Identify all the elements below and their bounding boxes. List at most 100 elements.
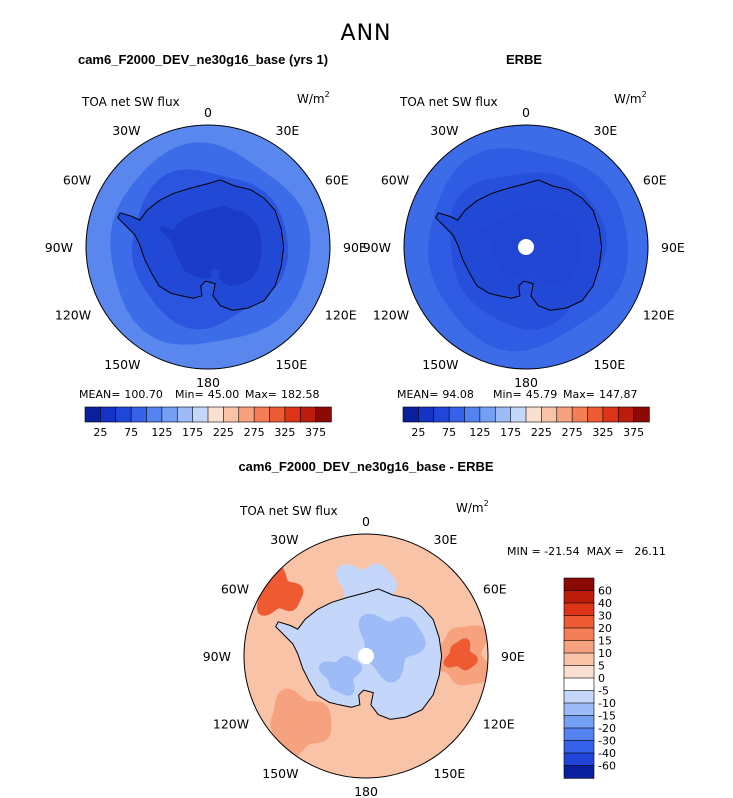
lon-label-4: 120E	[483, 717, 515, 732]
colorbar-swatch-1	[418, 406, 435, 423]
colorbar-swatch-12	[269, 406, 286, 423]
lon-label-6: 180	[196, 375, 220, 390]
coastline	[435, 179, 603, 311]
lon-label-8: 120W	[55, 308, 91, 323]
colorbar-swatch-0	[563, 577, 595, 592]
colorbar-swatch-6	[494, 406, 512, 423]
stat-label: Min=	[175, 388, 204, 401]
colorbar-tick-8: -5	[598, 685, 609, 698]
colorbar-swatch-0	[84, 406, 102, 423]
lon-label-2: 60E	[483, 582, 507, 597]
colorbar-swatch-10	[556, 406, 573, 423]
lon-label-11: 30W	[270, 532, 298, 547]
polar-map	[403, 124, 649, 370]
stat-1: Min= 45.79	[493, 388, 557, 401]
pole-hole	[358, 648, 374, 664]
stat-label: MEAN=	[397, 388, 438, 401]
colorbar-swatch-11	[571, 406, 589, 423]
panel-title: cam6_F2000_DEV_ne30g16_base - ERBE	[238, 459, 493, 474]
stat-label: Max=	[245, 388, 277, 401]
lon-label-4: 120E	[643, 308, 675, 323]
minmax-text: MIN = -21.54 MAX = 26.11	[507, 545, 666, 558]
pole-hole	[518, 239, 534, 255]
colorbar-tick-3: 175	[182, 426, 203, 439]
stat-0: MEAN= 100.70	[79, 388, 163, 401]
colorbar-tick-6: 325	[274, 426, 295, 439]
colorbar-swatch-2	[563, 602, 595, 617]
colorbar-tick-5: 275	[562, 426, 583, 439]
longitude-labels: 0 30E 60E 90E 120E 150E 180 150W 120W 90W 60W 30W	[45, 105, 367, 390]
longitude-labels: 0 30E 60E 90E 120E 150E 180 150W 120W 90W 60W 30W	[363, 105, 685, 390]
lon-label-5: 150E	[434, 766, 466, 781]
colorbar-swatch-5	[161, 406, 178, 423]
stats-line: MEAN= 94.08 Min= 45.79 Max= 147.87	[397, 388, 637, 401]
colorbar-swatch-7	[563, 665, 595, 679]
stat-2: Max= 147.87	[563, 388, 637, 401]
longitude-labels: 0 30E 60E 90E 120E 150E 180 150W 120W 90W 60W 30W	[203, 514, 525, 798]
colorbar-tick-6: 325	[592, 426, 613, 439]
cold-patch	[358, 613, 426, 683]
colorbar-tick-4: 225	[531, 426, 552, 439]
colorbar-swatch-3	[448, 406, 466, 423]
lon-label-6: 180	[514, 375, 538, 390]
coastline	[275, 588, 443, 720]
colorbar-tick-7: 0	[598, 672, 605, 685]
colorbar-tick-0: 60	[598, 585, 612, 598]
colorbar-swatch-4	[464, 406, 481, 423]
colorbar: 25 75 125 175 225 275 325 375	[402, 406, 650, 439]
lon-label-5: 150E	[276, 357, 308, 372]
lon-label-3: 90E	[661, 240, 685, 255]
lon-label-3: 90E	[501, 649, 525, 664]
lon-label-2: 60E	[643, 173, 667, 188]
stat-2: Max= 182.58	[245, 388, 319, 401]
colorbar-swatch-13	[602, 406, 619, 423]
colorbar-swatch-14	[299, 406, 317, 423]
colorbar-swatch-10	[563, 702, 595, 717]
colorbar-tick-9: -10	[598, 697, 616, 710]
colorbar-tick-4: 15	[598, 635, 612, 648]
colorbar-swatch-2	[115, 406, 132, 423]
lon-label-3: 90E	[343, 240, 367, 255]
colorbar-swatch-6	[176, 406, 194, 423]
cold-patch-2	[318, 656, 363, 696]
field-fill	[86, 125, 330, 369]
colorbar-tick-5: 10	[598, 647, 612, 660]
lon-label-10: 60W	[381, 173, 409, 188]
colorbar-tick-4: 225	[213, 426, 234, 439]
hot-band-east	[443, 638, 478, 671]
stat-value: 147.87	[599, 388, 638, 401]
colorbar-swatch-8	[207, 406, 225, 423]
stat-value: 182.58	[281, 388, 320, 401]
main-title: ANN	[341, 21, 392, 46]
colorbar-swatch-8	[525, 406, 543, 423]
lon-label-0: 0	[522, 105, 530, 120]
colorbar-swatch-13	[284, 406, 301, 423]
stats-line: MEAN= 100.70 Min= 45.00 Max= 182.58	[79, 388, 319, 401]
variable-label: TOA net SW flux	[399, 95, 498, 109]
colorbar-tick-1: 75	[442, 426, 456, 439]
stat-label: MEAN=	[79, 388, 120, 401]
colorbar-tick-7: 375	[305, 426, 326, 439]
units-label: W/m2	[297, 90, 330, 106]
stat-label: Max=	[563, 388, 595, 401]
lon-label-1: 30E	[434, 532, 458, 547]
lon-label-2: 60E	[325, 173, 349, 188]
units-exponent: 2	[325, 90, 330, 99]
colorbar-swatch-4	[563, 627, 595, 642]
colorbar-swatch-2	[433, 406, 450, 423]
lon-label-7: 150W	[262, 766, 298, 781]
colorbar-swatch-3	[130, 406, 148, 423]
units-base: W/m	[456, 501, 484, 515]
units-exponent: 2	[642, 90, 647, 99]
units-base: W/m	[614, 92, 642, 106]
units-exponent: 2	[484, 499, 489, 508]
colorbar-tick-11: -20	[598, 722, 616, 735]
colorbar-swatch-5	[563, 640, 595, 654]
panel-diff: cam6_F2000_DEV_ne30g16_base - ERBE TOA n…	[203, 459, 666, 798]
map-border	[243, 533, 489, 779]
colorbar-swatch-14	[563, 752, 595, 767]
colorbar-swatch-9	[563, 690, 595, 704]
colorbar-swatch-12	[563, 727, 595, 742]
colorbar-swatch-15	[563, 765, 595, 779]
